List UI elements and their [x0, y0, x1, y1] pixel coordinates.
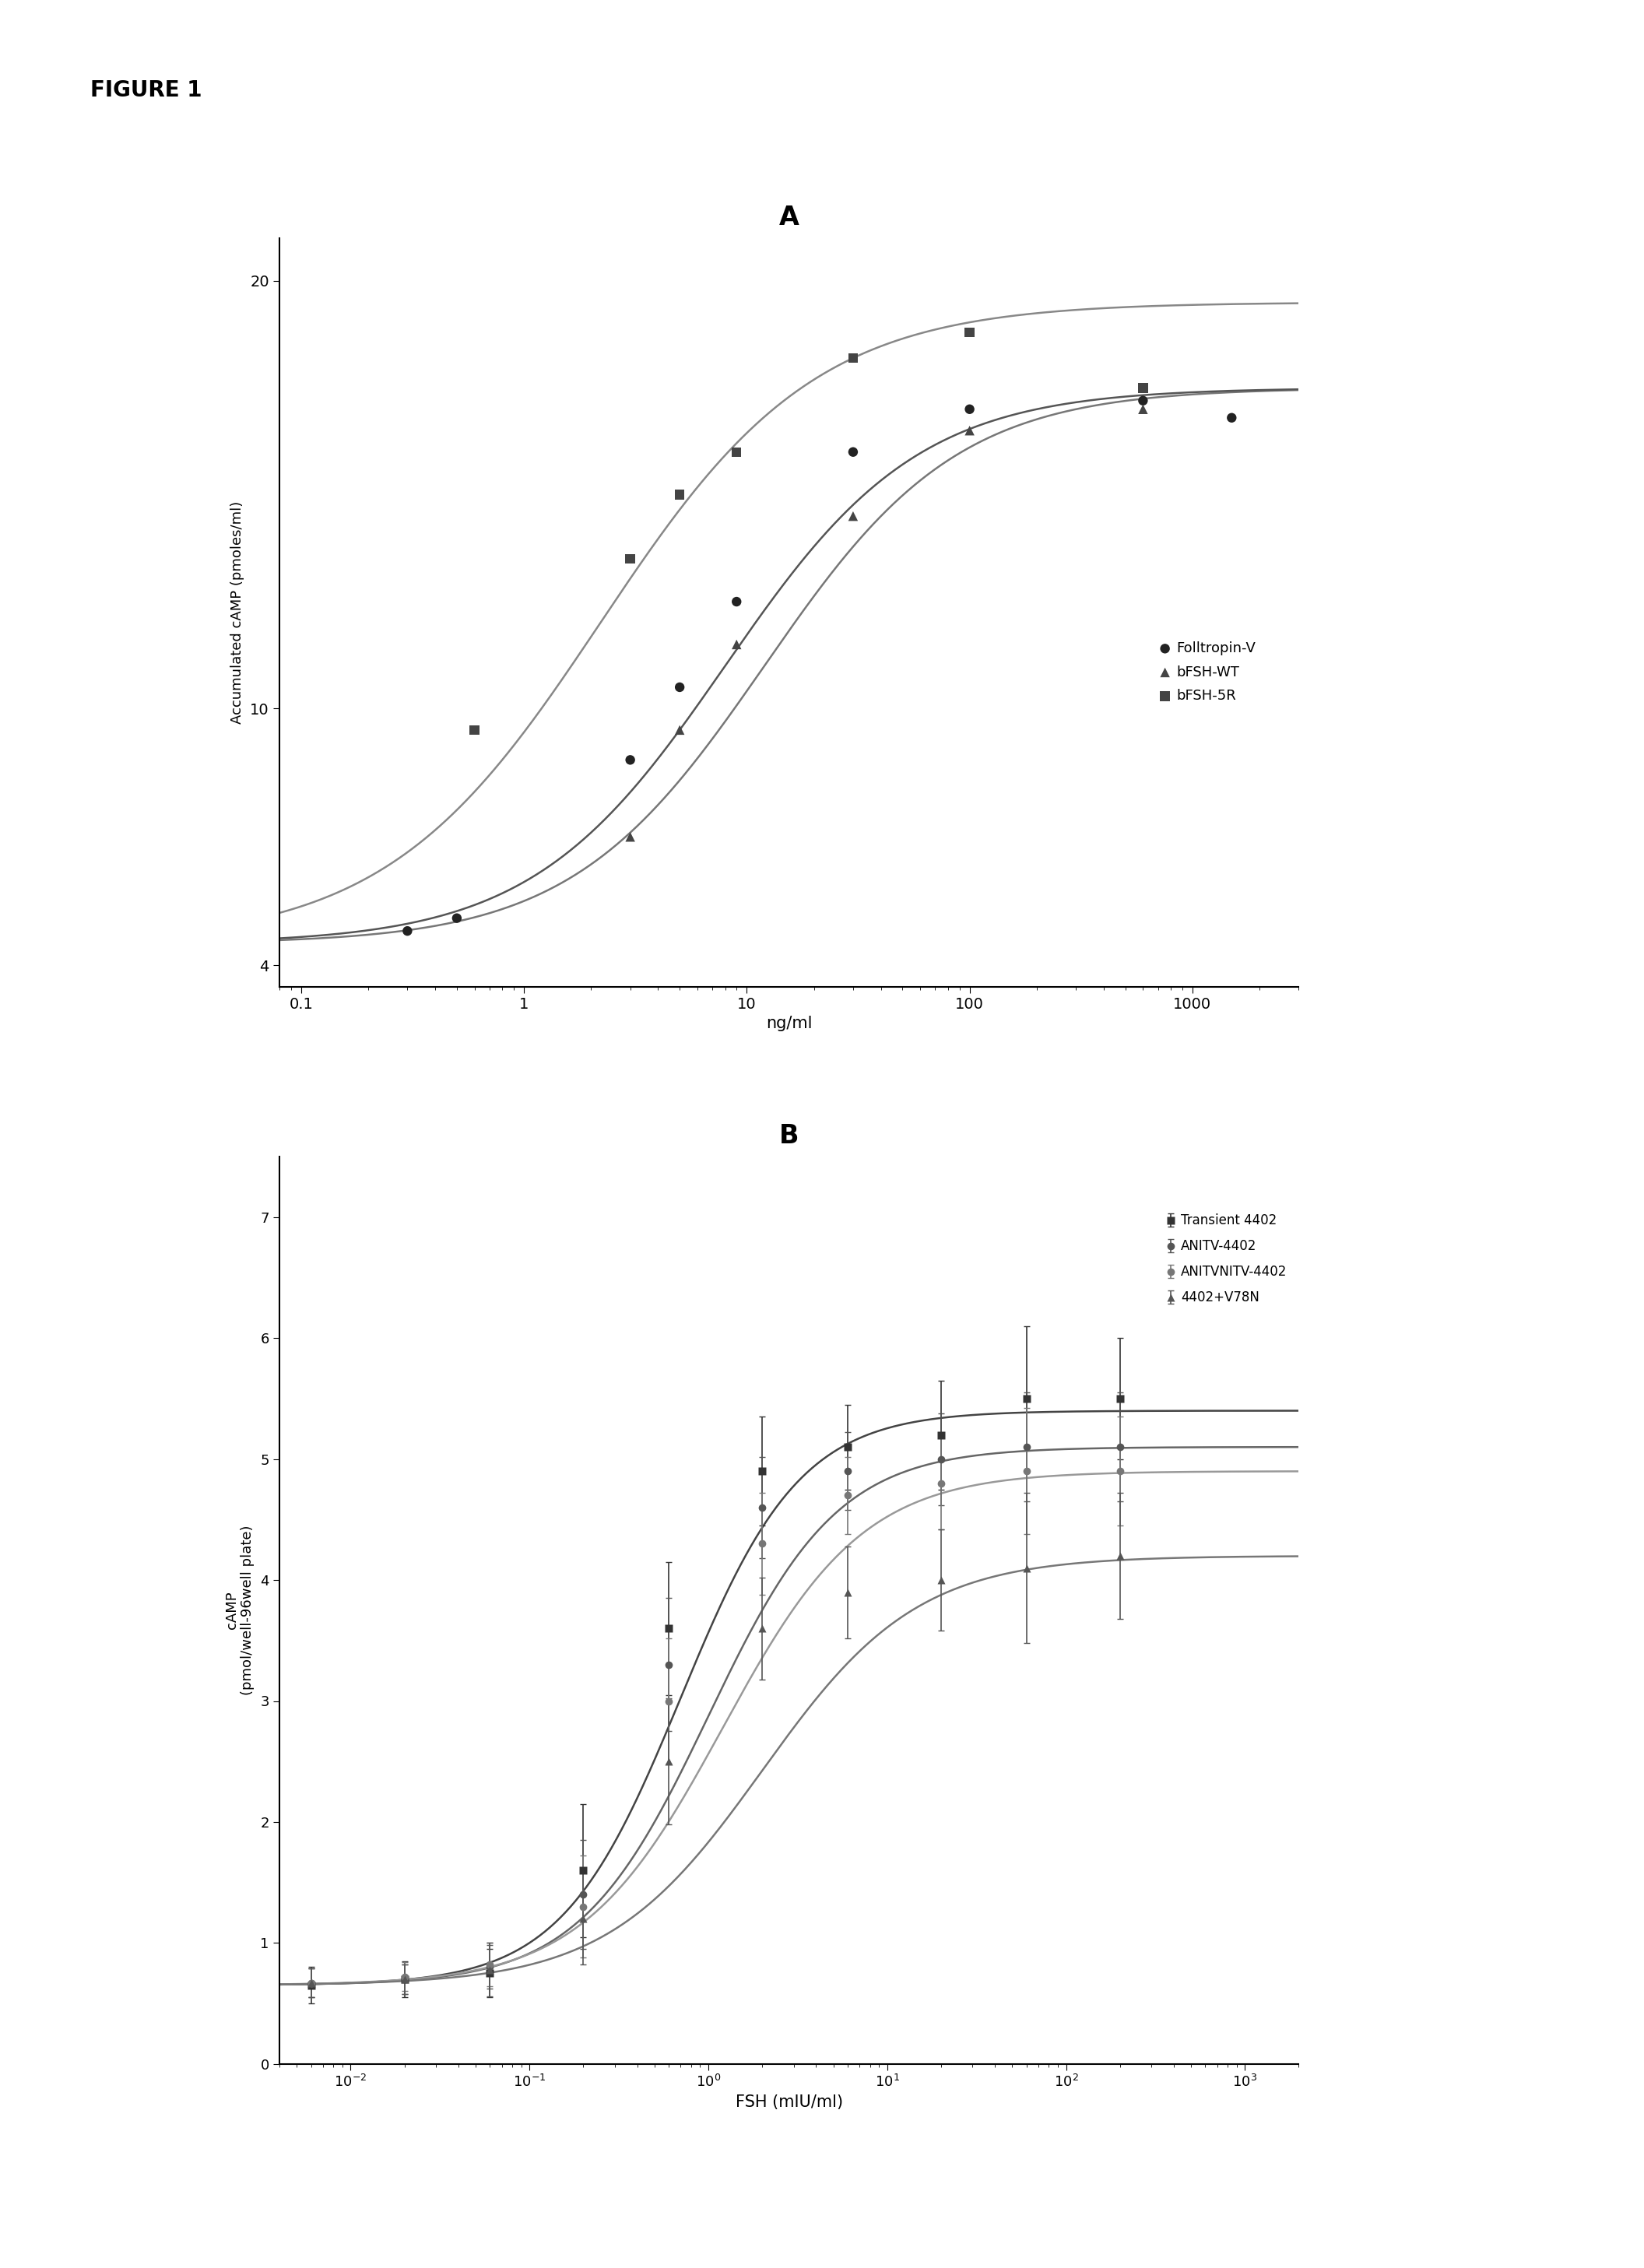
Folltropin-V [957, 390, 983, 426]
bFSH-5R [957, 313, 983, 349]
Legend: Folltropin-V, bFSH-WT, bFSH-5R: Folltropin-V, bFSH-WT, bFSH-5R [1156, 635, 1261, 708]
Text: FIGURE 1: FIGURE 1 [90, 79, 202, 102]
bFSH-WT [723, 626, 750, 662]
Y-axis label: Accumulated cAMP (pmoles/ml): Accumulated cAMP (pmoles/ml) [230, 501, 245, 723]
X-axis label: ng/ml: ng/ml [766, 1016, 812, 1032]
bFSH-5R [840, 340, 866, 376]
bFSH-WT [840, 499, 866, 535]
bFSH-5R [462, 712, 488, 748]
bFSH-WT [957, 413, 983, 449]
Folltropin-V [395, 912, 421, 948]
Legend: Transient 4402, ANITV-4402, ANITVNITV-4402, 4402+V78N: Transient 4402, ANITV-4402, ANITVNITV-44… [1161, 1209, 1292, 1311]
Y-axis label: cAMP
(pmol/well-96well plate): cAMP (pmol/well-96well plate) [225, 1526, 255, 1694]
Folltropin-V [666, 669, 692, 705]
bFSH-5R [666, 476, 692, 513]
bFSH-5R [723, 433, 750, 469]
Title: B: B [779, 1123, 799, 1150]
Folltropin-V [616, 742, 643, 778]
bFSH-WT [616, 819, 643, 855]
bFSH-WT [1129, 390, 1156, 426]
Folltropin-V [1218, 399, 1245, 435]
Folltropin-V [723, 583, 750, 619]
Title: A: A [779, 204, 799, 231]
bFSH-WT [666, 712, 692, 748]
Folltropin-V [840, 433, 866, 469]
bFSH-5R [616, 540, 643, 576]
bFSH-5R [1129, 370, 1156, 406]
Folltropin-V [1129, 383, 1156, 420]
Folltropin-V [444, 900, 470, 937]
X-axis label: FSH (mIU/ml): FSH (mIU/ml) [735, 2093, 843, 2109]
